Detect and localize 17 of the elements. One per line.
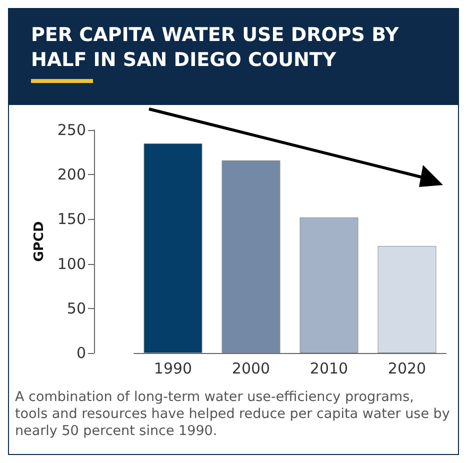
text: A combination of long-term water use-efficiency programs, tools and resources have helped reduce per capita water use by nearly 50 percent since 1990. (14, 388, 451, 440)
chart-title: PER CAPITA WATER USE DROPS BY HALF IN SAN DIEGO COUNTY (31, 23, 400, 73)
bar (222, 160, 280, 353)
bar (144, 143, 202, 353)
x-tick-label: 1990 (154, 360, 192, 378)
y-tick-label: 100 (57, 254, 86, 273)
bar (300, 217, 358, 353)
y-tick-label: 200 (57, 166, 86, 184)
x-tick-label: 2010 (310, 360, 348, 378)
x-tick-label: 2020 (388, 360, 426, 378)
y-tick-label: 50 (66, 299, 86, 318)
y-tick-label: 0 (76, 344, 86, 362)
y-tick-label: 250 (57, 121, 86, 139)
y-axis-title: GPCD (32, 221, 47, 262)
y-tick-label: 150 (57, 210, 86, 228)
x-tick-label: 2000 (232, 360, 270, 378)
bar (378, 246, 436, 353)
